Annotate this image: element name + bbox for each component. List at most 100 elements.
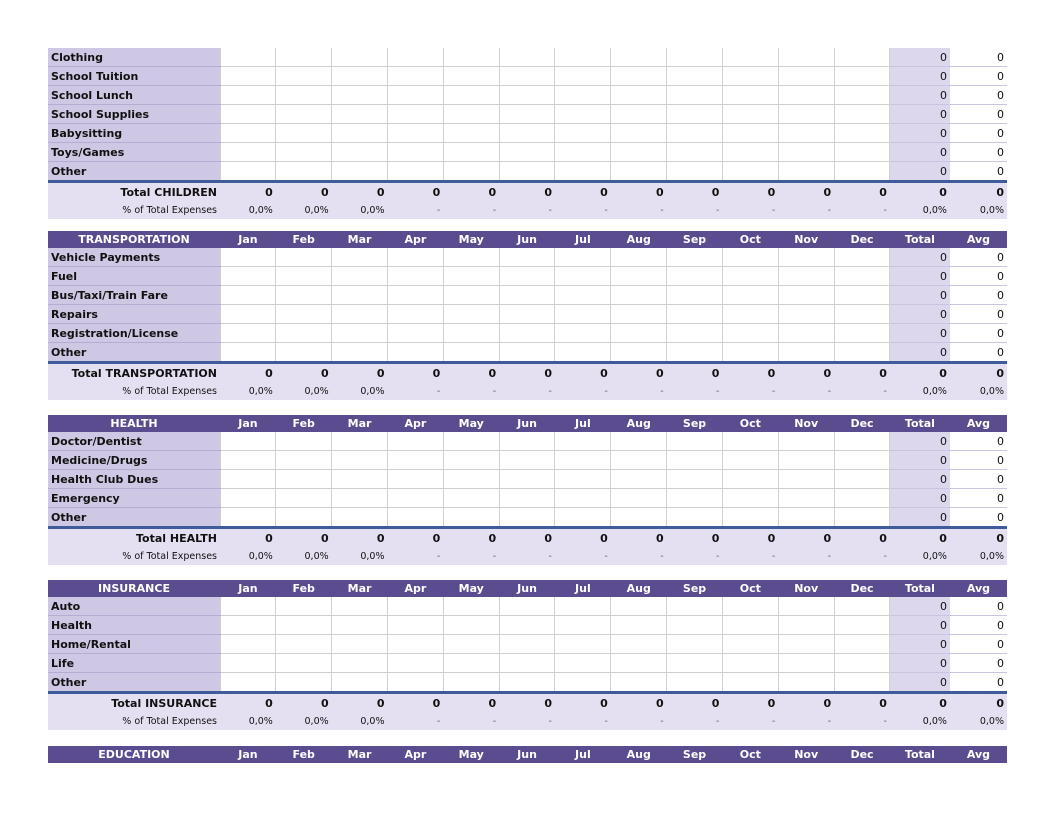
month-input-cell[interactable] xyxy=(498,342,555,363)
month-input-cell[interactable] xyxy=(275,342,332,363)
month-input-cell[interactable] xyxy=(610,597,667,616)
month-input-cell[interactable] xyxy=(219,323,276,343)
month-input-cell[interactable] xyxy=(777,342,835,363)
month-input-cell[interactable] xyxy=(275,615,332,635)
month-input-cell[interactable] xyxy=(833,304,890,324)
month-input-cell[interactable] xyxy=(777,488,835,508)
month-input-cell[interactable] xyxy=(666,304,723,324)
month-input-cell[interactable] xyxy=(666,323,723,343)
month-input-cell[interactable] xyxy=(386,323,444,343)
month-input-cell[interactable] xyxy=(442,123,500,143)
month-input-cell[interactable] xyxy=(498,85,555,105)
month-input-cell[interactable] xyxy=(777,304,835,324)
month-input-cell[interactable] xyxy=(386,266,444,286)
month-input-cell[interactable] xyxy=(331,161,388,182)
month-input-cell[interactable] xyxy=(219,597,276,616)
month-input-cell[interactable] xyxy=(666,597,723,616)
month-input-cell[interactable] xyxy=(721,450,779,470)
month-input-cell[interactable] xyxy=(331,507,388,528)
month-input-cell[interactable] xyxy=(219,304,276,324)
month-input-cell[interactable] xyxy=(610,653,667,673)
month-input-cell[interactable] xyxy=(386,615,444,635)
month-input-cell[interactable] xyxy=(554,285,611,305)
month-input-cell[interactable] xyxy=(498,653,555,673)
month-input-cell[interactable] xyxy=(275,161,332,182)
month-input-cell[interactable] xyxy=(386,104,444,124)
month-input-cell[interactable] xyxy=(331,488,388,508)
month-input-cell[interactable] xyxy=(498,248,555,267)
month-input-cell[interactable] xyxy=(386,432,444,451)
month-input-cell[interactable] xyxy=(331,142,388,162)
month-input-cell[interactable] xyxy=(554,507,611,528)
month-input-cell[interactable] xyxy=(777,450,835,470)
month-input-cell[interactable] xyxy=(219,66,276,86)
month-input-cell[interactable] xyxy=(386,653,444,673)
month-input-cell[interactable] xyxy=(833,285,890,305)
month-input-cell[interactable] xyxy=(554,615,611,635)
month-input-cell[interactable] xyxy=(777,248,835,267)
month-input-cell[interactable] xyxy=(331,634,388,654)
month-input-cell[interactable] xyxy=(331,48,388,67)
month-input-cell[interactable] xyxy=(386,285,444,305)
month-input-cell[interactable] xyxy=(777,104,835,124)
month-input-cell[interactable] xyxy=(721,104,779,124)
month-input-cell[interactable] xyxy=(442,66,500,86)
month-input-cell[interactable] xyxy=(275,142,332,162)
month-input-cell[interactable] xyxy=(833,248,890,267)
month-input-cell[interactable] xyxy=(554,634,611,654)
month-input-cell[interactable] xyxy=(442,48,500,67)
month-input-cell[interactable] xyxy=(610,161,667,182)
month-input-cell[interactable] xyxy=(833,104,890,124)
month-input-cell[interactable] xyxy=(442,248,500,267)
month-input-cell[interactable] xyxy=(777,85,835,105)
month-input-cell[interactable] xyxy=(498,615,555,635)
month-input-cell[interactable] xyxy=(721,488,779,508)
month-input-cell[interactable] xyxy=(275,85,332,105)
month-input-cell[interactable] xyxy=(386,248,444,267)
month-input-cell[interactable] xyxy=(554,450,611,470)
month-input-cell[interactable] xyxy=(498,123,555,143)
month-input-cell[interactable] xyxy=(442,597,500,616)
month-input-cell[interactable] xyxy=(275,450,332,470)
month-input-cell[interactable] xyxy=(442,450,500,470)
month-input-cell[interactable] xyxy=(442,142,500,162)
month-input-cell[interactable] xyxy=(442,285,500,305)
month-input-cell[interactable] xyxy=(554,85,611,105)
month-input-cell[interactable] xyxy=(833,323,890,343)
month-input-cell[interactable] xyxy=(386,142,444,162)
month-input-cell[interactable] xyxy=(721,672,779,693)
month-input-cell[interactable] xyxy=(721,342,779,363)
month-input-cell[interactable] xyxy=(275,285,332,305)
month-input-cell[interactable] xyxy=(219,85,276,105)
month-input-cell[interactable] xyxy=(331,653,388,673)
month-input-cell[interactable] xyxy=(666,488,723,508)
month-input-cell[interactable] xyxy=(721,653,779,673)
month-input-cell[interactable] xyxy=(331,450,388,470)
month-input-cell[interactable] xyxy=(610,285,667,305)
month-input-cell[interactable] xyxy=(721,66,779,86)
month-input-cell[interactable] xyxy=(498,266,555,286)
month-input-cell[interactable] xyxy=(442,615,500,635)
month-input-cell[interactable] xyxy=(386,469,444,489)
month-input-cell[interactable] xyxy=(386,123,444,143)
month-input-cell[interactable] xyxy=(666,161,723,182)
month-input-cell[interactable] xyxy=(442,342,500,363)
month-input-cell[interactable] xyxy=(554,248,611,267)
month-input-cell[interactable] xyxy=(666,248,723,267)
month-input-cell[interactable] xyxy=(498,66,555,86)
month-input-cell[interactable] xyxy=(554,597,611,616)
month-input-cell[interactable] xyxy=(777,507,835,528)
month-input-cell[interactable] xyxy=(666,653,723,673)
month-input-cell[interactable] xyxy=(275,48,332,67)
month-input-cell[interactable] xyxy=(721,634,779,654)
month-input-cell[interactable] xyxy=(721,123,779,143)
month-input-cell[interactable] xyxy=(721,161,779,182)
month-input-cell[interactable] xyxy=(666,432,723,451)
month-input-cell[interactable] xyxy=(721,507,779,528)
month-input-cell[interactable] xyxy=(721,142,779,162)
month-input-cell[interactable] xyxy=(275,672,332,693)
month-input-cell[interactable] xyxy=(610,323,667,343)
month-input-cell[interactable] xyxy=(666,104,723,124)
month-input-cell[interactable] xyxy=(777,66,835,86)
month-input-cell[interactable] xyxy=(666,507,723,528)
